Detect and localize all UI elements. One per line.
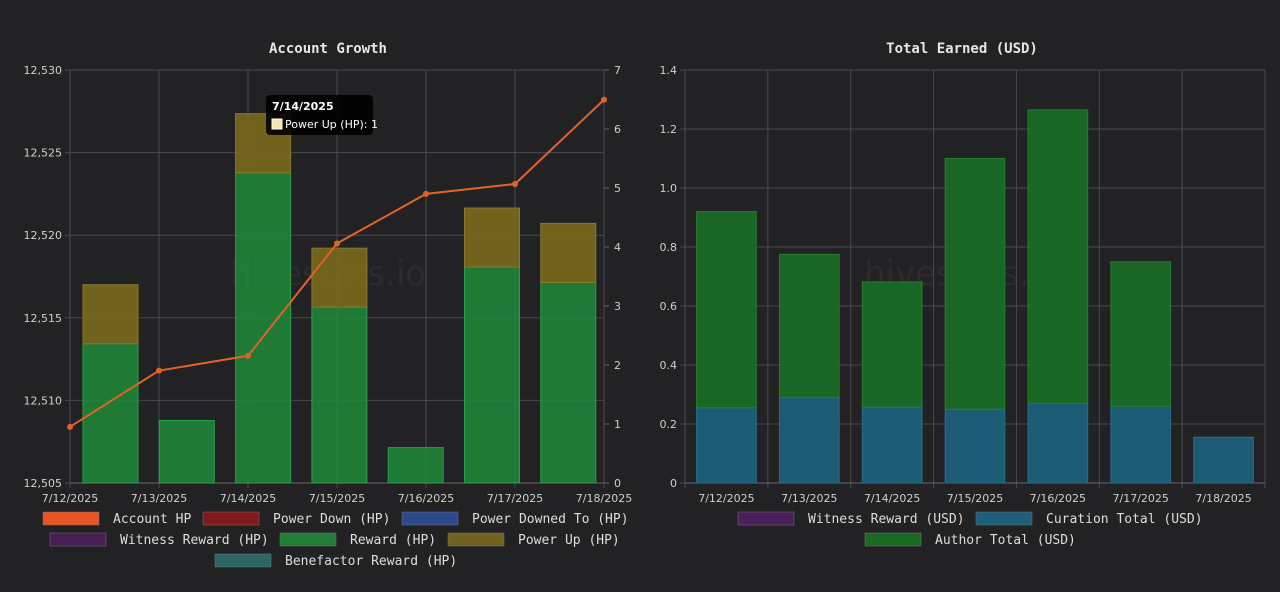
y-right-tick-label: 6 [614,123,621,136]
y-tick-label: 1.0 [660,182,678,195]
point-account-hp[interactable] [334,240,340,247]
x-tick-label: 7/13/2025 [781,492,837,505]
legend-swatch[interactable] [49,532,107,547]
y-tick-label: 1.2 [660,123,678,136]
point-account-hp[interactable] [423,190,429,197]
bar-curation-total[interactable] [696,407,757,484]
bar-reward-hp[interactable] [387,447,444,484]
tooltip-box [266,95,373,135]
x-tick-label: 7/17/2025 [487,492,543,505]
legend-label[interactable]: Witness Reward (USD) [808,512,965,527]
tooltip: 7/14/2025 Power Up (HP): 1 [266,95,378,135]
bar-curation-total[interactable] [1027,402,1089,484]
legend-swatch[interactable] [214,553,272,568]
tooltip-swatch [271,118,283,130]
y-right-tick-label: 3 [614,300,621,313]
x-tick-label: 7/15/2025 [309,492,365,505]
bar-reward-hp[interactable] [311,306,368,484]
legend-label[interactable]: Account HP [113,512,191,527]
y-right-tick-label: 4 [614,241,621,254]
y-left-tick-label: 12,510 [24,394,63,407]
legend-label[interactable]: Benefactor Reward (HP) [285,554,457,569]
y-right-tick-label: 5 [614,182,621,195]
x-tick-label: 7/17/2025 [1113,492,1169,505]
y-tick-label: 0.4 [660,359,678,372]
bar-author-total[interactable] [1110,261,1172,407]
bar-curation-total[interactable] [1110,405,1172,484]
bar-author-total[interactable] [696,211,757,409]
bar-power-up-hp[interactable] [311,247,368,308]
chart-title: Total Earned (USD) [886,41,1038,57]
total-earned-chart: Total Earned (USD)hivestats.io00.20.40.6… [660,41,1266,548]
point-account-hp[interactable] [512,180,518,187]
x-tick-label: 7/14/2025 [864,492,920,505]
bar-author-total[interactable] [861,281,923,408]
y-right-tick-label: 0 [614,477,621,490]
bar-reward-hp[interactable] [235,172,292,484]
bar-curation-total[interactable] [944,408,1006,484]
bar-curation-total[interactable] [1193,436,1254,484]
bar-curation-total[interactable] [861,406,923,484]
legend-swatch[interactable] [447,532,505,547]
y-tick-label: 1.4 [660,64,678,77]
bar-author-total[interactable] [778,253,840,398]
legend-swatch[interactable] [864,532,922,547]
point-account-hp[interactable] [67,423,73,430]
bar-author-total[interactable] [1027,109,1089,404]
legend-label[interactable]: Author Total (USD) [935,533,1076,548]
x-tick-label: 7/14/2025 [220,492,276,505]
legend-label[interactable]: Witness Reward (HP) [120,533,269,548]
bar-reward-hp[interactable] [464,266,520,484]
tooltip-label: Power Up (HP): 1 [285,118,378,131]
x-tick-label: 7/12/2025 [698,492,754,505]
legend-swatch[interactable] [401,511,459,526]
legend-swatch[interactable] [279,532,337,547]
y-right-tick-label: 7 [614,64,621,77]
bar-reward-hp[interactable] [158,419,215,484]
legend-swatch[interactable] [975,511,1033,526]
bar-curation-total[interactable] [778,396,840,484]
bar-reward-hp[interactable] [540,281,597,484]
y-tick-label: 0 [670,477,677,490]
x-tick-label: 7/13/2025 [131,492,187,505]
point-account-hp[interactable] [601,96,607,103]
y-left-tick-label: 12,525 [24,147,63,160]
account-growth-chart: Account Growthhivestats.io12,50512,51012… [24,41,633,569]
bar-author-total[interactable] [944,158,1006,410]
bar-power-up-hp[interactable] [464,207,520,268]
x-tick-label: 7/15/2025 [947,492,1003,505]
legend-swatch[interactable] [42,511,100,526]
legend-swatch[interactable] [737,511,795,526]
x-tick-label: 7/18/2025 [576,492,632,505]
legend-label[interactable]: Power Down (HP) [273,512,390,527]
y-left-tick-label: 12,530 [24,64,63,77]
legend-swatch[interactable] [202,511,260,526]
legend-label[interactable]: Reward (HP) [350,533,436,548]
bar-power-up-hp[interactable] [82,284,139,345]
y-left-tick-label: 12,515 [24,312,63,325]
y-tick-label: 0.6 [660,300,678,313]
x-tick-label: 7/12/2025 [42,492,98,505]
y-left-tick-label: 12,520 [24,229,63,242]
y-right-tick-label: 2 [614,359,621,372]
tooltip-title: 7/14/2025 [272,100,334,113]
x-tick-label: 7/16/2025 [1030,492,1086,505]
legend-label[interactable]: Curation Total (USD) [1046,512,1203,527]
bar-power-up-hp[interactable] [540,222,597,283]
legend-label[interactable]: Power Downed To (HP) [472,512,629,527]
y-right-tick-label: 1 [614,418,621,431]
x-tick-label: 7/18/2025 [1195,492,1251,505]
chart-title: Account Growth [269,41,387,57]
x-tick-label: 7/16/2025 [398,492,454,505]
legend-label[interactable]: Power Up (HP) [518,533,620,548]
point-account-hp[interactable] [245,352,251,359]
y-left-tick-label: 12,505 [24,477,63,490]
y-tick-label: 0.8 [660,241,678,254]
y-tick-label: 0.2 [660,418,678,431]
point-account-hp[interactable] [156,367,162,374]
